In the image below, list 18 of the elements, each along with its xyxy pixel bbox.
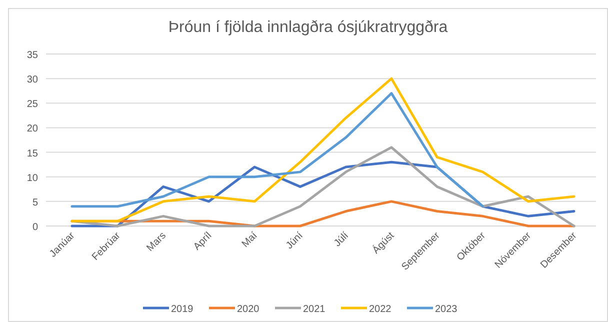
y-tick-label: 35 xyxy=(26,50,38,61)
legend-label: 2021 xyxy=(303,304,326,315)
legend-label: 2020 xyxy=(237,304,260,315)
y-tick-label: 0 xyxy=(32,222,38,233)
y-tick-label: 20 xyxy=(26,124,38,135)
legend-label: 2019 xyxy=(171,304,194,315)
x-tick-label: Maí xyxy=(240,230,260,250)
y-tick-label: 25 xyxy=(26,99,38,110)
x-tick-label: Júlí xyxy=(332,230,352,250)
y-tick-label: 15 xyxy=(26,148,38,160)
line-series xyxy=(70,92,484,208)
chart-title: Þróun í fjölda innlagðra ósjúkratryggðra xyxy=(168,19,448,36)
line-series xyxy=(70,77,576,222)
legend-label: 2022 xyxy=(369,304,392,315)
y-tick-label: 5 xyxy=(32,197,38,208)
legend-label: 2023 xyxy=(435,304,458,315)
y-tick-label: 30 xyxy=(26,74,38,86)
y-tick-label: 10 xyxy=(26,172,38,184)
